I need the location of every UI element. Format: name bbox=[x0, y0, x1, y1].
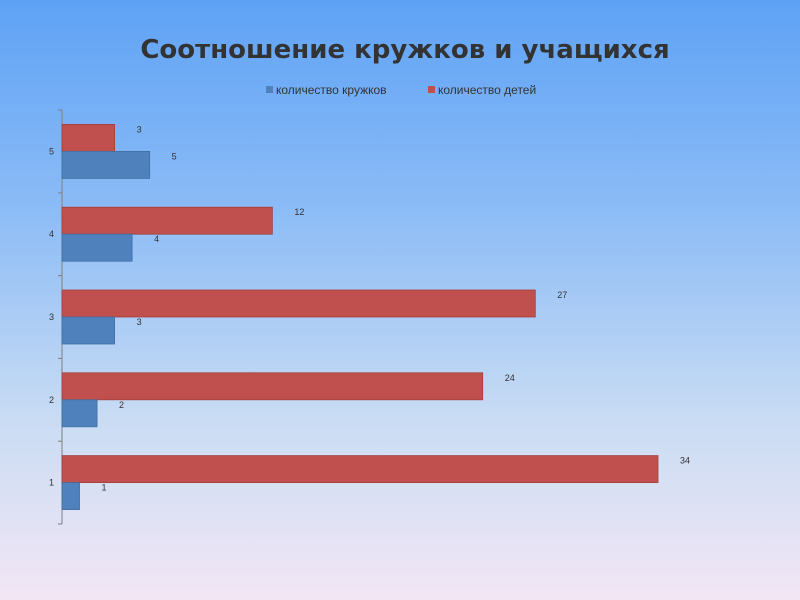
legend-label-kruzhki: количество кружков bbox=[276, 83, 387, 97]
y-tick-label-1: 1 bbox=[49, 478, 54, 488]
data-label-kruzhki-5: 5 bbox=[172, 151, 177, 161]
bar-kruzhki-1 bbox=[61, 482, 80, 511]
bar-deti-4 bbox=[61, 206, 273, 235]
data-label-kruzhki-3: 3 bbox=[137, 317, 142, 327]
data-label-deti-4: 12 bbox=[294, 207, 304, 217]
data-label-kruzhki-4: 4 bbox=[154, 234, 159, 244]
bar-deti-1 bbox=[61, 455, 659, 484]
bar-kruzhki-4 bbox=[61, 233, 133, 262]
y-tick-label-3: 3 bbox=[49, 312, 54, 322]
y-tick-label-5: 5 bbox=[49, 146, 54, 156]
data-label-deti-2: 24 bbox=[505, 373, 515, 383]
y-tick-label-2: 2 bbox=[49, 395, 54, 405]
bar-deti-3 bbox=[61, 289, 536, 318]
data-label-deti-1: 34 bbox=[680, 456, 690, 466]
y-axis-ticks: 1 2 3 4 5 bbox=[49, 109, 62, 525]
data-label-kruzhki-1: 1 bbox=[102, 483, 107, 493]
data-label-deti-5: 3 bbox=[137, 124, 142, 134]
bar-deti-5 bbox=[61, 124, 115, 152]
legend-swatch-kruzhki bbox=[266, 86, 273, 93]
bar-kruzhki-3 bbox=[61, 316, 115, 345]
bar-kruzhki-2 bbox=[61, 399, 98, 428]
legend-swatch-deti bbox=[428, 86, 435, 93]
data-label-kruzhki-2: 2 bbox=[119, 400, 124, 410]
chart-title: Соотношение кружков и учащихся bbox=[140, 35, 669, 65]
bar-kruzhki-5 bbox=[61, 150, 151, 179]
bars bbox=[61, 124, 659, 511]
data-label-deti-3: 27 bbox=[557, 290, 567, 300]
legend-label-deti: количество детей bbox=[438, 83, 536, 97]
y-tick-label-4: 4 bbox=[49, 229, 54, 239]
legend: количество кружков количество детей bbox=[266, 83, 536, 97]
bar-deti-2 bbox=[61, 372, 484, 401]
